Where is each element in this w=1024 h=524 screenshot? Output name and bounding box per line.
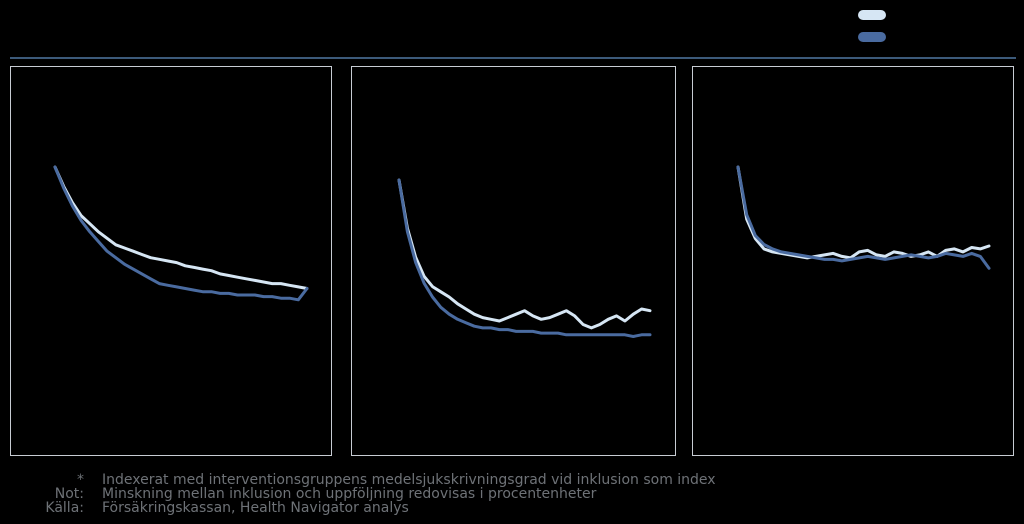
chart-3 (736, 165, 991, 270)
footnote-text: Indexerat med interventionsgruppens mede… (102, 472, 716, 488)
series-line-1 (397, 178, 652, 330)
chart-2 (397, 178, 652, 338)
legend (858, 10, 888, 44)
chart-panel-1 (10, 66, 332, 456)
series-line-2 (53, 165, 309, 302)
footnote-key: * (77, 472, 84, 488)
footnote-text: Minskning mellan inklusion och uppföljni… (102, 486, 597, 502)
footnote-index: * Indexerat med interventionsgruppens me… (0, 473, 1024, 487)
legend-swatch-2 (858, 32, 886, 42)
series-line-1 (736, 165, 991, 260)
series-line-2 (736, 165, 991, 270)
series-line-2 (397, 178, 652, 338)
footnote-note: Not: Minskning mellan inklusion och uppf… (0, 487, 1024, 501)
header-rule (10, 57, 1016, 59)
footnotes: * Indexerat med interventionsgruppens me… (0, 473, 1024, 515)
series-line-1 (53, 165, 309, 290)
footnote-text: Försäkringskassan, Health Navigator anal… (102, 500, 409, 516)
footnote-key: Källa: (45, 500, 84, 516)
footnote-key: Not: (54, 486, 84, 502)
chart-panel-2 (351, 66, 676, 456)
legend-swatch-1 (858, 10, 886, 20)
chart-panel-3 (692, 66, 1014, 456)
chart-1 (53, 165, 309, 302)
footnote-source: Källa: Försäkringskassan, Health Navigat… (0, 501, 1024, 515)
